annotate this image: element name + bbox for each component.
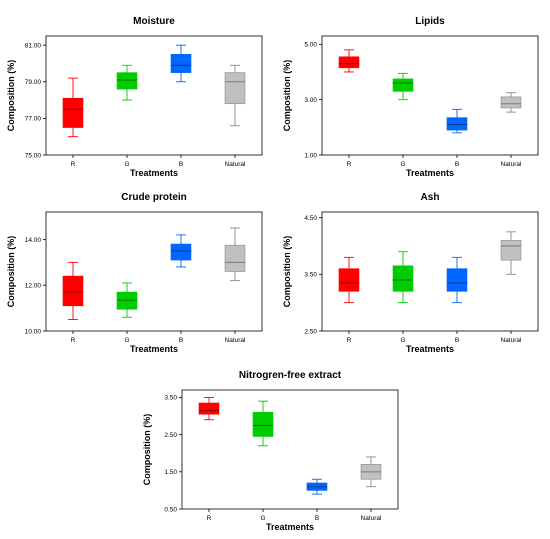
box-b xyxy=(446,117,468,131)
chart-panel: Lipids 1.00 3.00 5.00 Composition (%) R G B Natu… xyxy=(282,16,539,178)
plot-frame xyxy=(321,35,539,156)
x-axis-label: Treatments xyxy=(266,522,314,532)
x-axis-label: Treatments xyxy=(130,344,178,354)
y-tick-label: 4.50 xyxy=(304,215,317,222)
y-tick-label: 5.00 xyxy=(304,42,317,49)
box-b xyxy=(170,243,192,261)
x-tick-label: R xyxy=(207,515,212,522)
y-tick-label: 81.00 xyxy=(25,42,42,49)
x-tick-label: Natural xyxy=(225,337,247,344)
y-tick-label: 2.50 xyxy=(304,328,317,335)
x-tick-label: Natural xyxy=(225,161,247,168)
y-tick-label: 10.00 xyxy=(25,328,42,335)
chart-panel: Nitrogren-free extract 0.50 1.50 2.50 3.50 Co… xyxy=(142,370,399,532)
chart-title: Ash xyxy=(421,192,440,203)
x-tick-label: Natural xyxy=(361,515,383,522)
y-tick-label: 3.50 xyxy=(304,272,317,279)
y-axis-label: Composition (%) xyxy=(6,236,16,308)
box-g xyxy=(392,265,414,292)
x-tick-label: R xyxy=(347,337,352,344)
y-axis-label: Composition (%) xyxy=(142,414,152,486)
x-tick-label: Natural xyxy=(501,161,523,168)
box-r xyxy=(62,275,84,307)
chart-panel: Ash 2.50 3.50 4.50 Composition (%) R G B Natural… xyxy=(282,192,539,354)
y-tick-label: 75.00 xyxy=(25,152,42,159)
x-tick-label: R xyxy=(347,161,352,168)
y-tick-label: 2.50 xyxy=(164,432,177,439)
box-r xyxy=(338,268,360,292)
box-r xyxy=(338,56,360,69)
plot-frame xyxy=(321,211,539,332)
x-axis-label: Treatments xyxy=(130,168,178,178)
plot-frame xyxy=(181,389,399,510)
x-tick-label: B xyxy=(179,161,183,168)
plot-frame xyxy=(45,211,263,332)
x-tick-label: B xyxy=(179,337,183,344)
x-axis-label: Treatments xyxy=(406,168,454,178)
x-tick-label: G xyxy=(124,161,129,168)
y-axis-label: Composition (%) xyxy=(282,60,292,132)
y-tick-label: 1.50 xyxy=(164,469,177,476)
x-tick-label: B xyxy=(455,337,459,344)
box-g xyxy=(392,78,414,92)
box-r xyxy=(198,402,220,415)
x-tick-label: G xyxy=(400,161,405,168)
box-b xyxy=(446,268,468,292)
y-axis-label: Composition (%) xyxy=(6,60,16,132)
box-g xyxy=(116,291,138,310)
chart-panel: Crude protein 10.00 12.00 14.00 Composition … xyxy=(6,192,263,354)
y-tick-label: 1.00 xyxy=(304,152,317,159)
box-natural xyxy=(224,72,246,105)
y-tick-label: 0.50 xyxy=(164,506,177,513)
plot-frame xyxy=(45,35,263,156)
x-tick-label: Natural xyxy=(501,337,523,344)
box-g xyxy=(252,412,274,437)
chart-title: Moisture xyxy=(133,16,175,27)
x-tick-label: G xyxy=(260,515,265,522)
chart-title: Lipids xyxy=(415,16,445,27)
box-natural xyxy=(224,244,246,272)
y-tick-label: 12.00 xyxy=(25,283,42,290)
chart-panel: Moisture 75.00 77.00 79.00 81.00 Composition … xyxy=(6,16,263,178)
x-tick-label: R xyxy=(71,337,76,344)
y-tick-label: 14.00 xyxy=(25,237,42,244)
box-natural xyxy=(500,96,522,109)
y-axis-label: Composition (%) xyxy=(282,236,292,308)
chart-title: Crude protein xyxy=(121,192,187,203)
box-b xyxy=(170,54,192,73)
box-g xyxy=(116,72,138,90)
x-tick-label: G xyxy=(400,337,405,344)
x-tick-label: B xyxy=(315,515,319,522)
y-tick-label: 3.50 xyxy=(164,395,177,402)
x-tick-label: G xyxy=(124,337,129,344)
x-tick-label: R xyxy=(71,161,76,168)
x-axis-label: Treatments xyxy=(406,344,454,354)
y-tick-label: 3.00 xyxy=(304,97,317,104)
chart-title: Nitrogren-free extract xyxy=(239,370,342,381)
y-tick-label: 79.00 xyxy=(25,79,42,86)
box-r xyxy=(62,97,84,128)
y-tick-label: 77.00 xyxy=(25,116,42,123)
box-natural xyxy=(500,240,522,261)
x-tick-label: B xyxy=(455,161,459,168)
